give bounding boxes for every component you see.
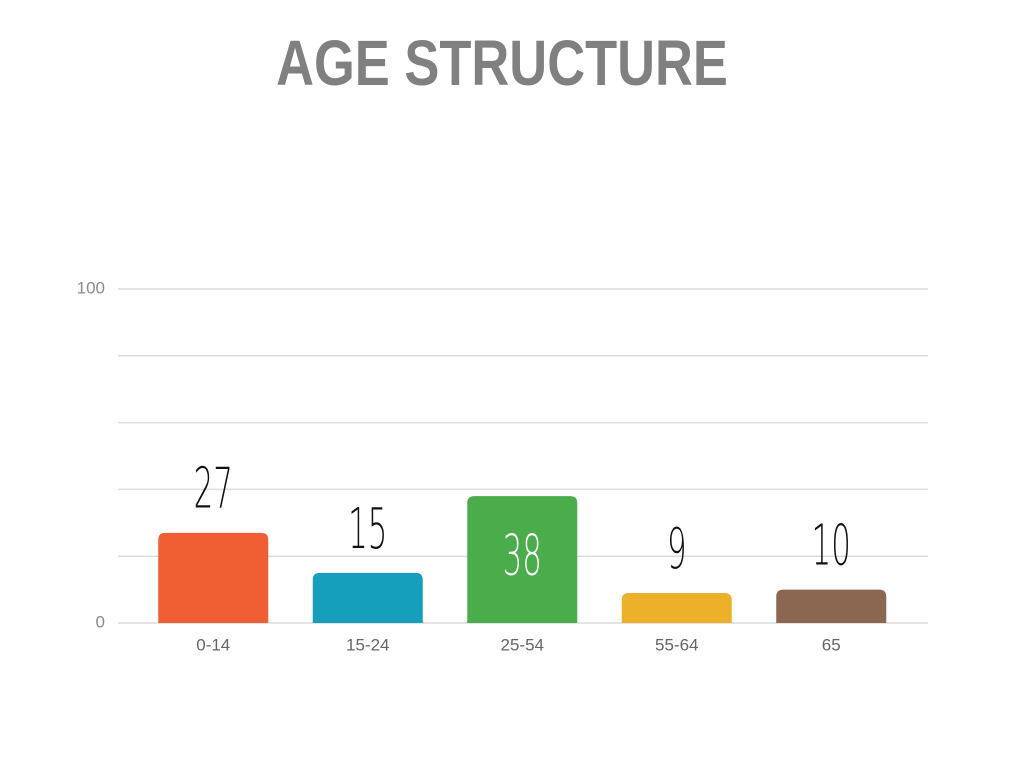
bar bbox=[312, 572, 423, 623]
value-label: 9 bbox=[667, 516, 687, 582]
value-label: 38 bbox=[503, 522, 542, 588]
x-tick-label: 55-64 bbox=[655, 635, 698, 654]
y-tick-label: 100 bbox=[77, 278, 105, 297]
value-label: 27 bbox=[194, 456, 233, 522]
y-tick-label: 0 bbox=[96, 612, 105, 631]
value-label: 10 bbox=[812, 512, 851, 578]
x-tick-label: 25-54 bbox=[501, 635, 544, 654]
value-label: 15 bbox=[348, 496, 387, 562]
x-tick-label: 0-14 bbox=[196, 635, 230, 654]
x-tick-label: 65 bbox=[822, 635, 841, 654]
bar bbox=[467, 496, 578, 623]
x-tick-label: 15-24 bbox=[346, 635, 389, 654]
bar bbox=[776, 589, 887, 623]
bar bbox=[621, 592, 732, 623]
bar bbox=[158, 532, 269, 623]
chart-title: AGE STRUCTURE bbox=[276, 28, 728, 99]
